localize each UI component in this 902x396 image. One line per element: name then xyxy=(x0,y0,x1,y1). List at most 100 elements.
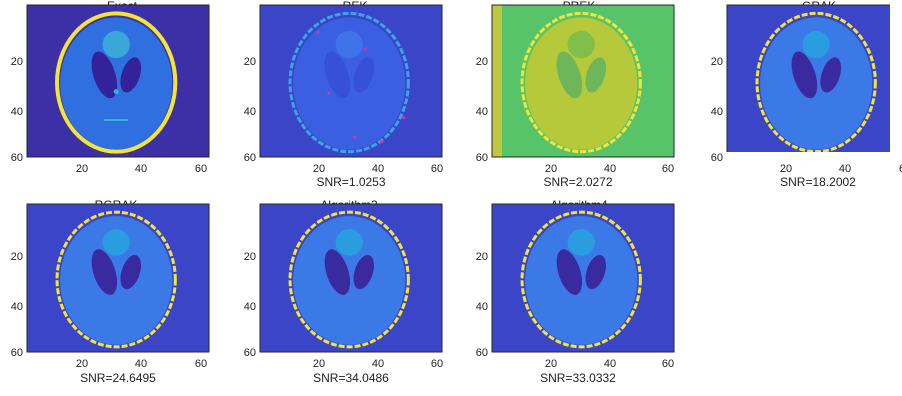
y-tick-label: 60 xyxy=(711,152,723,164)
snr-caption: SNR=18.2002 xyxy=(780,175,856,189)
x-tick-label: 20 xyxy=(313,358,325,370)
axes-frame xyxy=(26,203,210,353)
x-tick-label: 20 xyxy=(780,163,792,175)
x-tick-label: 40 xyxy=(604,358,616,370)
noise-speck xyxy=(401,115,405,119)
upper-ellipse xyxy=(567,229,595,256)
noise-speck xyxy=(380,140,384,144)
x-tick-label: 40 xyxy=(135,163,147,175)
y-tick-label: 40 xyxy=(476,106,488,118)
left-ellipse xyxy=(91,249,118,295)
x-tick-label: 40 xyxy=(135,358,147,370)
heatmap-algorithm4 xyxy=(492,204,674,352)
axes-frame xyxy=(726,4,890,152)
left-ellipse xyxy=(791,51,818,99)
upper-ellipse xyxy=(335,30,363,59)
small-feature xyxy=(104,119,129,121)
heatmap-rgrak xyxy=(27,204,209,352)
y-tick-label: 60 xyxy=(11,347,23,359)
panel-rgrak: RGRAK 20 40 60 20 40 60 SNR=24.6495 xyxy=(11,198,210,385)
panel-rek: REK 20 40 60 20 40 60 SNR=1.0253 xyxy=(244,0,443,189)
left-ellipse xyxy=(324,51,351,99)
right-ellipse xyxy=(353,254,374,290)
noise-speck xyxy=(352,135,356,139)
axes-frame xyxy=(259,203,443,353)
panel-prek: PREK 20 40 60 20 40 60 SNR=2.0272 xyxy=(476,0,675,189)
y-tick-label: 60 xyxy=(11,152,23,164)
upper-ellipse xyxy=(567,30,595,59)
skull-ring xyxy=(520,11,642,154)
right-ellipse xyxy=(120,254,141,290)
y-tick-label: 60 xyxy=(476,152,488,164)
skull-ring xyxy=(288,210,410,349)
axes-frame xyxy=(491,203,675,353)
x-tick-label: 20 xyxy=(76,358,88,370)
skull-ring xyxy=(55,210,177,349)
axes-frame xyxy=(26,4,210,158)
y-tick-label: 40 xyxy=(711,106,723,118)
right-ellipse xyxy=(353,57,375,93)
right-ellipse xyxy=(585,254,606,290)
heatmap-rek xyxy=(260,5,442,157)
x-tick-label: 20 xyxy=(545,358,557,370)
x-tick-label: 6 xyxy=(899,163,902,175)
heatmap-grak xyxy=(727,5,890,152)
y-tick-label: 60 xyxy=(244,347,256,359)
left-ellipse xyxy=(556,51,583,99)
left-ellipse xyxy=(556,249,583,295)
y-tick-label: 20 xyxy=(11,56,23,68)
x-tick-label: 20 xyxy=(313,163,325,175)
y-tick-label: 60 xyxy=(244,152,256,164)
upper-ellipse xyxy=(102,229,130,256)
skull-ring xyxy=(520,210,642,349)
x-tick-label: 40 xyxy=(604,163,616,175)
snr-caption: SNR=1.0253 xyxy=(316,175,385,189)
left-ellipse xyxy=(324,249,351,295)
axes-frame xyxy=(259,4,443,158)
y-tick-label: 60 xyxy=(476,347,488,359)
x-tick-label: 60 xyxy=(662,163,674,175)
snr-caption: SNR=2.0272 xyxy=(543,175,612,189)
small-feature xyxy=(113,89,119,95)
x-tick-label: 60 xyxy=(431,358,443,370)
x-tick-label: 40 xyxy=(372,163,384,175)
x-tick-label: 20 xyxy=(76,163,88,175)
skull-ring xyxy=(288,11,410,154)
x-tick-label: 40 xyxy=(839,163,851,175)
edge-artifact xyxy=(492,5,502,157)
right-ellipse xyxy=(820,57,842,93)
y-tick-label: 40 xyxy=(11,301,23,313)
right-ellipse xyxy=(585,57,607,93)
y-tick-label: 20 xyxy=(476,56,488,68)
noise-speck xyxy=(327,91,331,95)
panel-exact: Exact 20 40 60 20 40 60 xyxy=(11,0,210,175)
y-tick-label: 40 xyxy=(244,301,256,313)
snr-caption: SNR=33.0332 xyxy=(540,371,616,385)
y-tick-label: 20 xyxy=(711,56,723,68)
heatmap-algorithm3 xyxy=(260,204,442,352)
upper-ellipse xyxy=(335,229,363,256)
x-tick-label: 60 xyxy=(431,163,443,175)
x-tick-label: 60 xyxy=(195,358,207,370)
upper-ellipse xyxy=(102,30,130,59)
y-tick-label: 40 xyxy=(11,106,23,118)
y-tick-label: 20 xyxy=(476,251,488,263)
panel-algorithm3: Algorithm3 20 40 60 20 40 60 SNR=34.0486 xyxy=(244,198,443,385)
y-tick-label: 20 xyxy=(11,251,23,263)
skull-ring xyxy=(55,11,178,154)
x-tick-label: 60 xyxy=(662,358,674,370)
axes-frame xyxy=(491,4,675,158)
y-tick-label: 40 xyxy=(244,106,256,118)
skull-ring xyxy=(755,11,877,152)
noise-speck xyxy=(316,30,320,34)
panel-grak: GRAK 20 40 6 20 40 60 SNR=18.2002 xyxy=(711,0,902,189)
upper-ellipse xyxy=(802,30,830,59)
x-tick-label: 40 xyxy=(372,358,384,370)
left-ellipse xyxy=(91,51,118,99)
heatmap-prek xyxy=(492,5,674,157)
y-tick-label: 40 xyxy=(476,301,488,313)
right-ellipse xyxy=(120,57,142,93)
x-tick-label: 60 xyxy=(195,163,207,175)
x-tick-label: 20 xyxy=(545,163,557,175)
panel-algorithm4: Algorithm4 20 40 60 20 40 60 SNR=33.0332 xyxy=(476,198,675,385)
